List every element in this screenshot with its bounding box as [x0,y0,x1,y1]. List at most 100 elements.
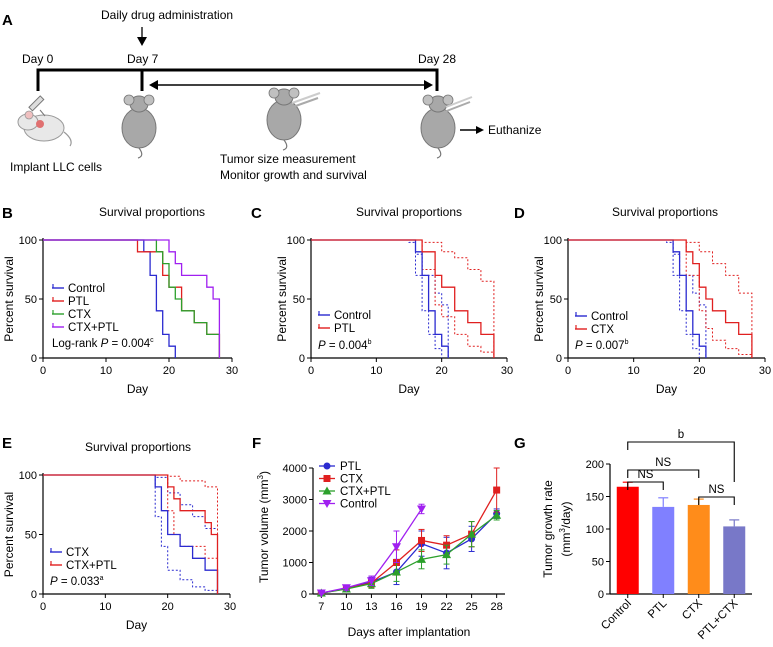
mouse-measure-icon [266,87,321,151]
panel-f-letter: F [252,435,261,452]
y-axis-label-line1: Tumor growth rate [541,480,555,578]
survival-chart-c: Survival proportions 0 50 100 0 10 20 30 Day Perc… [275,205,513,396]
x-tick-label: 22 [440,601,452,613]
x-tick-label: 20 [693,365,705,377]
legend-label: Control [334,310,371,322]
significance-label: NS [709,484,725,496]
data-point [391,567,401,576]
significance-label: b [678,429,684,441]
p-value-annotation: Log-rank P = 0.004c [52,337,154,350]
p-value-annotation: P = 0.033a [50,575,104,588]
panel-b-letter: B [2,205,13,222]
y-tick-label: 100 [287,235,305,247]
y-axis-label-line2: (mm3/day) [558,501,573,556]
chart-title: Survival proportions [356,205,462,219]
measure-line1: Tumor size measurement [220,152,356,166]
data-point [417,554,427,563]
data-point [366,577,376,586]
x-tick-label: 10 [100,365,112,377]
x-axis-label: Day [656,382,677,396]
day28-label: Day 28 [418,52,456,66]
x-tick-label: 10 [340,601,352,613]
legend-label: Control [591,311,628,323]
y-tick-label: 50 [550,294,562,306]
panel-a-letter: A [2,12,13,29]
data-point [467,529,477,538]
x-axis-label: Day [127,382,148,396]
series-line [321,513,498,594]
y-tick-label: 0 [598,589,604,601]
panel-d-letter: D [514,205,525,222]
arrow-right-icon [424,80,433,90]
x-tick-label: 20 [163,365,175,377]
x-tick-label: 30 [501,365,513,377]
drug-arrow-head-icon [137,37,147,46]
panel-g-letter: G [514,435,526,452]
y-tick-label: 100 [19,235,37,247]
series-line-ctx [43,474,219,594]
panel-e-letter: E [2,435,12,452]
data-point [323,462,331,470]
confidence-band [43,474,218,594]
x-tick-label: 19 [415,601,427,613]
x-tick-label: 13 [365,601,377,613]
y-tick-label: 0 [31,353,37,365]
confidence-band [311,239,449,358]
x-tick-label: 20 [162,601,174,613]
significance-bracket [698,496,735,505]
x-tick-label: 0 [565,365,571,377]
y-tick-label: 0 [556,353,562,365]
y-tick-label: 2000 [283,526,307,538]
series-ctx-ptl [316,510,502,597]
legend-label: CTX [591,324,614,336]
legend-label: CTX+PTL [66,560,117,572]
y-tick-label: 1000 [283,558,307,570]
y-axis-label: Percent survival [2,256,16,341]
legend-label: CTX+PTL [340,486,391,498]
x-tick-label: 25 [465,601,477,613]
data-point [418,536,426,544]
series-line-ctx [568,239,753,358]
x-axis-label: Day [398,382,419,396]
significance-bracket [627,481,664,490]
chart-title: Survival proportions [85,440,191,454]
data-point [493,486,501,494]
data-point [322,500,332,508]
x-tick-label: 30 [226,365,238,377]
significance-bracket [627,441,735,482]
y-tick-label: 100 [19,470,37,482]
series-line-control [311,239,449,358]
y-tick-label: 4000 [283,463,307,475]
growth-rate-chart: 0 50 100 150 200 Tumor growth rate (mm3/day) Co… [541,429,752,642]
significance-label: NS [638,469,654,481]
series-control [316,503,427,598]
data-point [341,584,351,593]
series-line-control [568,239,707,358]
x-tick-label: 7 [318,601,324,613]
y-axis-label: Percent survival [532,256,546,341]
data-point [442,550,452,559]
x-tick-label: CTX [680,597,705,622]
chart-title: Survival proportions [612,205,718,219]
legend-label: PTL [340,461,362,473]
legend-label: PTL [68,296,90,308]
daily-drug-label: Daily drug administration [101,8,233,22]
legend-label: PTL [334,323,356,335]
survival-chart-b: Survival proportions 0 50 100 0 10 20 30 Day Perc… [2,205,238,396]
x-tick-label: 30 [759,365,771,377]
legend-label: Control [340,499,377,511]
y-tick-label: 200 [586,459,604,471]
y-tick-label: 50 [25,530,37,542]
bar-ctx [687,504,710,594]
bar-control [616,486,639,594]
y-tick-label: 100 [586,524,604,536]
bar-ptl [652,506,675,594]
tumor-volume-chart: 0 1000 2000 3000 4000 7 10 13 16 19 22 25 28 Days aft… [256,461,505,639]
mouse-day28-icon [420,94,473,159]
euthanize-arrow-icon [476,126,484,134]
legend-label: Control [68,283,105,295]
y-tick-label: 50 [293,294,305,306]
x-tick-label: 0 [40,601,46,613]
x-tick-label: 10 [370,365,382,377]
